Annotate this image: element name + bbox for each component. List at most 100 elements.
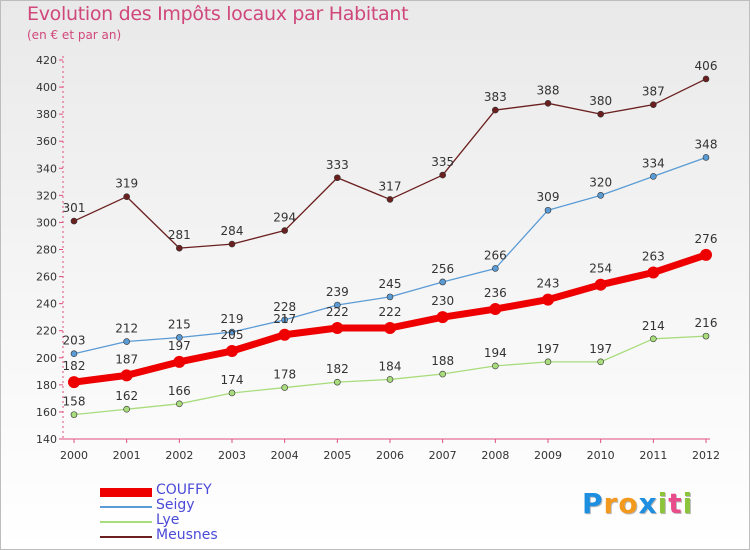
legend-swatch [100, 506, 152, 508]
y-tick-label: 360 [36, 135, 57, 148]
data-label: 178 [273, 368, 296, 382]
legend-label: Meusnes [156, 527, 218, 543]
data-label: 182 [63, 359, 86, 373]
data-point [544, 358, 552, 366]
data-point [594, 278, 607, 291]
x-tick-label: 2002 [165, 449, 193, 462]
legend-swatch [100, 521, 152, 523]
axes: 140 160 180 200 220 240 260 280 300 320 340 360 380 4… [36, 54, 720, 462]
data-point [70, 350, 78, 358]
data-point [492, 265, 499, 272]
legend-item-lye: Lye [100, 512, 300, 529]
data-label: 222 [379, 305, 402, 319]
data-point [70, 217, 78, 225]
data-point [123, 405, 130, 413]
y-tick-label: 140 [36, 433, 57, 446]
data-label: 335 [431, 155, 454, 169]
y-tick-label: 220 [36, 325, 57, 338]
data-label: 162 [115, 389, 138, 403]
logo-letter: P [582, 487, 604, 520]
data-label: 383 [484, 90, 507, 104]
data-label: 380 [589, 94, 612, 108]
series-lye: 158 162 166 174 178 182 184 188 194 197 197 214 216 [63, 316, 717, 418]
legend-label: COUFFY [156, 482, 212, 498]
data-point [281, 316, 288, 324]
y-tick-label: 160 [36, 406, 57, 419]
data-point [228, 328, 236, 336]
y-tick-label: 340 [36, 162, 57, 175]
data-point [702, 154, 710, 161]
data-label: 320 [589, 175, 612, 189]
data-point [650, 173, 657, 180]
data-point [226, 345, 238, 358]
chart-subtitle: (en € et par an) [27, 28, 122, 42]
x-tick-label: 2009 [534, 449, 562, 462]
series-layer: 301 319 281 284 294 333 317 335 383 388 380 387 406 2… [63, 59, 718, 418]
data-label: 388 [537, 83, 560, 97]
data-point [702, 332, 710, 340]
data-point [597, 110, 604, 118]
x-tick-label: 2012 [692, 449, 720, 462]
data-point [700, 248, 712, 261]
data-label: 166 [168, 384, 191, 398]
data-label: 230 [431, 294, 454, 308]
data-label: 236 [484, 286, 507, 300]
legend-swatch [100, 536, 152, 538]
data-point [650, 335, 657, 343]
data-label: 222 [326, 305, 349, 319]
data-point [386, 196, 394, 203]
logo-letter: r [603, 487, 619, 520]
data-label: 215 [168, 317, 191, 331]
data-label: 333 [326, 158, 349, 172]
x-tick-label: 2008 [481, 449, 509, 462]
logo-letter: i [657, 487, 669, 520]
data-label: 245 [379, 277, 402, 291]
data-label: 205 [221, 328, 244, 342]
x-tick-label: 2000 [60, 449, 88, 462]
data-point [542, 293, 554, 306]
y-tick-label: 260 [36, 271, 57, 284]
data-point [647, 266, 660, 279]
y-tick-label: 380 [36, 108, 57, 121]
data-point [597, 358, 604, 366]
logo-letter: x [638, 487, 658, 520]
chart-title: Evolution des Impôts locaux par Habitant [27, 3, 409, 25]
data-label: 212 [115, 322, 138, 336]
series-meusnes: 301 319 281 284 294 333 317 335 383 388 380 387 406 [63, 59, 717, 252]
data-point [228, 240, 236, 248]
data-point [334, 174, 341, 182]
data-label: 276 [695, 232, 718, 246]
data-label: 184 [379, 359, 402, 373]
data-label: 334 [642, 156, 665, 170]
data-label: 194 [484, 346, 507, 360]
y-tick-label: 240 [36, 298, 57, 311]
data-label: 301 [63, 201, 86, 215]
data-label: 239 [326, 285, 349, 299]
y-tick-label: 420 [36, 54, 57, 67]
data-point [386, 293, 394, 301]
data-point [123, 193, 130, 201]
legend-item-couffy: COUFFY [100, 482, 300, 499]
data-point [544, 206, 552, 214]
data-point [439, 278, 446, 286]
legend-label: Seigy [156, 497, 195, 513]
y-tick-label: 400 [36, 81, 57, 94]
data-label: 197 [168, 339, 191, 353]
y-tick-label: 200 [36, 352, 57, 365]
x-tick-label: 2011 [639, 449, 667, 462]
data-point [334, 378, 341, 386]
data-point [70, 411, 78, 418]
data-point [331, 322, 344, 335]
data-point [436, 311, 449, 324]
series-couffy: 182 187 197 205 217 222 222 230 236 243 254 263 276 [63, 232, 718, 389]
data-label: 182 [326, 362, 349, 376]
data-point [702, 75, 710, 83]
data-label: 263 [642, 250, 665, 264]
data-point [439, 171, 446, 179]
data-label: 174 [221, 373, 244, 387]
legend-item-meusnes: Meusnes [100, 527, 300, 544]
logo-letter: o [618, 487, 639, 520]
x-tick-label: 2010 [587, 449, 615, 462]
x-tick-label: 2006 [376, 449, 404, 462]
data-label: 243 [537, 277, 560, 291]
